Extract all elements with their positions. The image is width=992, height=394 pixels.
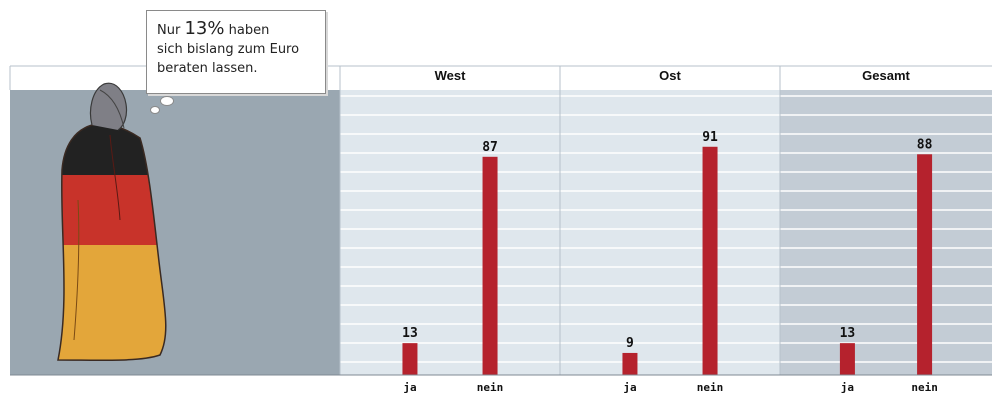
panel-title-west: West	[435, 68, 466, 83]
bubble-tail-dot-2	[150, 106, 160, 114]
speech-bubble: Nur 13% haben sich bislang zum Euro bera…	[146, 10, 326, 94]
bubble-text-line2: sich bislang zum Euro	[157, 42, 300, 57]
panel-title-gesamt: Gesamt	[862, 68, 910, 83]
data-label-west-nein: 87	[482, 140, 498, 155]
category-label-gesamt-ja: ja	[841, 381, 854, 394]
category-label-west-ja: ja	[403, 381, 416, 394]
category-label-ost-nein: nein	[697, 381, 724, 394]
bar-ost-nein	[702, 146, 718, 375]
category-label-gesamt-nein: nein	[911, 381, 938, 394]
bar-west-nein	[482, 156, 498, 375]
category-label-ost-ja: ja	[623, 381, 636, 394]
bubble-text-percent: 13%	[184, 18, 225, 39]
bar-west-ja	[402, 343, 418, 375]
data-label-ost-nein: 91	[702, 130, 718, 145]
category-label-west-nein: nein	[477, 381, 504, 394]
data-label-west-ja: 13	[402, 326, 418, 341]
data-label-gesamt-ja: 13	[840, 326, 856, 341]
bubble-text-haben: haben	[228, 23, 270, 38]
data-label-ost-ja: 9	[626, 336, 634, 351]
bar-gesamt-ja	[839, 343, 855, 375]
bubble-text-nur: Nur	[157, 23, 181, 38]
panel-background-ost	[560, 90, 780, 375]
panel-background-west	[340, 90, 560, 375]
figure-panel	[10, 90, 340, 375]
panel-background-gesamt	[780, 90, 992, 375]
bubble-tail-dot-1	[160, 96, 174, 106]
bubble-text-line3: beraten lassen.	[157, 61, 258, 76]
panel-title-ost: Ost	[659, 68, 681, 83]
bar-gesamt-nein	[917, 154, 933, 375]
data-label-gesamt-nein: 88	[917, 137, 933, 152]
bar-ost-ja	[622, 352, 638, 375]
